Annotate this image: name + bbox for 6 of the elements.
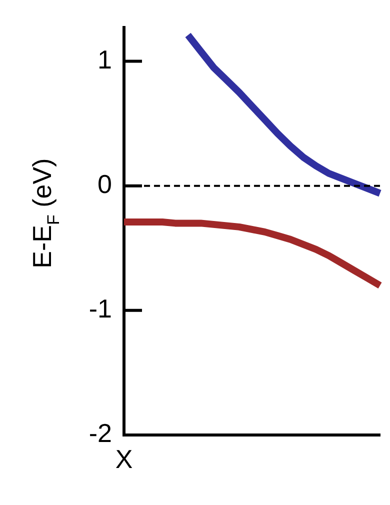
y-axis-title: E-EF (eV)	[27, 158, 63, 268]
x-tick-label: X	[115, 444, 133, 474]
y-tick-label: 1	[98, 44, 112, 74]
y-tick-label: 0	[98, 169, 112, 199]
y-tick-label: -2	[88, 418, 112, 448]
y-tick-label: -1	[88, 294, 112, 324]
